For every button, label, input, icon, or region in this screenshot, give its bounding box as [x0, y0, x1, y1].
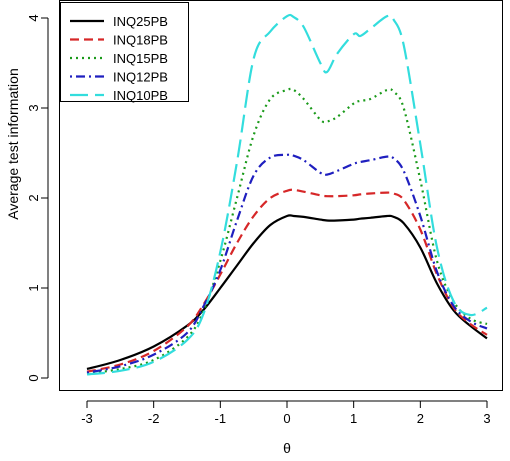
x-tick-label: 2: [417, 411, 424, 426]
series-line-inq25pb: [86, 214, 488, 371]
series-layer: [86, 13, 488, 376]
y-tick-label: 2: [26, 194, 41, 201]
x-tick-label: -2: [148, 411, 160, 426]
y-tick-label: 1: [26, 284, 41, 291]
series-line-inq12pb: [86, 153, 488, 374]
x-axis-title: θ: [283, 440, 291, 456]
legend-label: INQ10PB: [113, 88, 168, 103]
series-line-inq10pb: [86, 13, 488, 376]
legend-label: INQ12PB: [113, 70, 168, 85]
y-tick-label: 0: [26, 374, 41, 381]
y-tick-label: 4: [26, 14, 41, 21]
legend-box: [60, 2, 189, 102]
y-axis-title: Average test information: [5, 68, 21, 220]
legend: INQ25PB INQ18PB INQ15PB INQ12PB INQ10PB: [60, 2, 189, 103]
x-tick-label: -3: [81, 411, 93, 426]
x-tick-label: -1: [215, 411, 227, 426]
y-axis: 0 1 2 3 4: [26, 14, 49, 382]
legend-label: INQ18PB: [113, 33, 168, 48]
legend-label: INQ25PB: [113, 14, 168, 29]
y-tick-label: 3: [26, 104, 41, 111]
plot-frame: [59, 0, 503, 391]
x-tick-label: 3: [483, 411, 490, 426]
legend-label: INQ15PB: [113, 51, 168, 66]
series-line-inq15pb: [86, 87, 488, 375]
x-axis: -3 -2 -1 0 1 2 3: [81, 400, 491, 426]
x-tick-label: 1: [350, 411, 357, 426]
x-tick-label: 0: [283, 411, 290, 426]
